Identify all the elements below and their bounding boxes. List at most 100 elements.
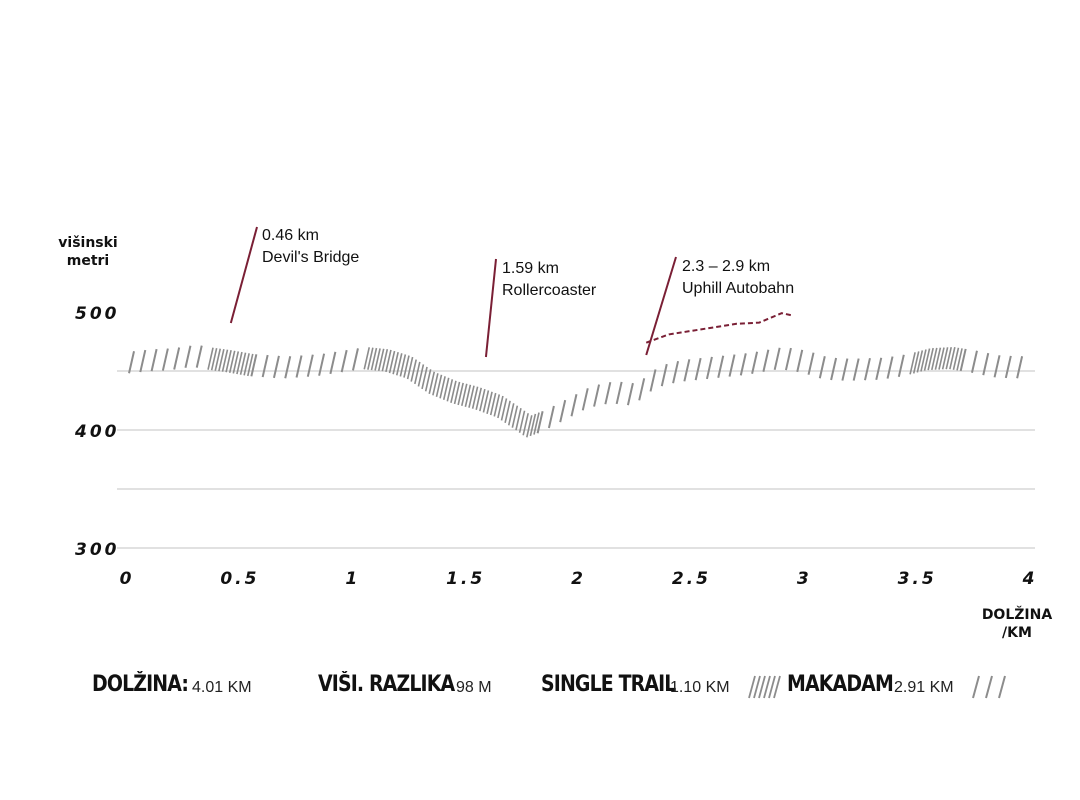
makadam-hatch	[272, 355, 280, 379]
x-tick-label: 4	[1022, 569, 1038, 589]
single-trail-hatch	[920, 349, 927, 372]
y-tick-label: 300	[75, 540, 120, 560]
makadam-hatch	[841, 358, 849, 381]
single-trail-hatch	[236, 351, 243, 375]
single-trail-hatch	[243, 353, 250, 376]
single-trail-hatch	[399, 354, 407, 377]
single-trail-hatch	[442, 377, 450, 401]
makadam-hatch	[593, 384, 601, 407]
x-tick-label: 2.5	[672, 569, 711, 589]
single-trail-hatch	[500, 398, 508, 421]
annotation-leader	[229, 226, 258, 324]
annotation-name: Uphill Autobahn	[682, 280, 794, 297]
annotation-leader	[645, 256, 677, 356]
makadam-hatch	[536, 411, 544, 434]
single-trail-hatch	[515, 408, 522, 431]
makadam-hatch	[570, 393, 578, 417]
annotation-distance: 0.46 km	[262, 227, 319, 244]
single-trail-hatch	[482, 390, 490, 413]
single-trail-hatch	[432, 373, 439, 396]
makadam-hatch	[649, 369, 657, 392]
single-trail-hatch	[385, 349, 392, 373]
single-trail-hatch	[938, 347, 945, 370]
x-tick-label: 0	[120, 569, 135, 589]
makadam-hatch	[993, 355, 1001, 378]
y-tick-label: 400	[74, 422, 120, 442]
makadam-hatch	[1004, 355, 1012, 379]
makadam-hatch	[581, 388, 589, 411]
single-trail-hatch	[497, 395, 504, 419]
single-trail-hatch	[504, 400, 511, 424]
makadam-hatch	[796, 349, 804, 373]
single-trail-hatch	[931, 347, 938, 371]
makadam-hatch	[139, 349, 147, 373]
single-trail-hatch	[475, 387, 482, 410]
single-trail-hatch	[424, 369, 432, 392]
single-trail-hatch	[489, 392, 497, 416]
single-trail-hatch	[923, 348, 931, 371]
single-trail-hatch	[446, 379, 454, 402]
x-tick-label: 3	[797, 569, 812, 589]
makadam-hatch	[184, 345, 192, 368]
makadam-hatch	[161, 348, 169, 371]
single-trail-hatch	[526, 415, 533, 438]
makadam-hatch	[959, 348, 967, 372]
makadam-hatch	[705, 356, 713, 380]
annotation-distance: 2.3 – 2.9 km	[682, 258, 770, 275]
makadam-swatch-icon	[972, 675, 1006, 699]
makadam-hatch	[559, 399, 567, 423]
elevation-chart: 0.46 km Devil's Bridge 1.59 km Rollercoaste…	[58, 226, 1052, 641]
makadam-hatch	[318, 353, 326, 376]
single-trail-hatch	[363, 347, 371, 370]
single-trail-hatch	[210, 348, 218, 371]
single-trail-value: 1.10 KM	[670, 679, 730, 696]
single-trail-hatch	[522, 413, 529, 436]
single-trail-hatch	[493, 394, 501, 417]
elevation-diff-value: 98 M	[456, 679, 492, 696]
x-tick-label: 1	[345, 569, 360, 589]
makadam-hatch	[875, 357, 883, 381]
makadam-hatch	[195, 345, 203, 368]
x-tick-label: 2	[571, 569, 586, 589]
x-tick-label: 0.5	[220, 569, 259, 589]
single-trail-hatch	[468, 385, 475, 408]
single-trail-hatch	[909, 352, 916, 375]
makadam-hatch	[547, 405, 555, 429]
makadam-hatch	[626, 382, 634, 406]
single-trail-hatch	[435, 374, 443, 397]
single-trail-hatch	[949, 347, 956, 370]
makadam-hatch	[683, 359, 691, 382]
single-trail-hatch	[395, 353, 403, 376]
makadam-hatch	[728, 354, 736, 377]
makadam-hatch	[128, 351, 135, 374]
single-trail-hatch	[507, 403, 515, 426]
makadam-hatch	[818, 356, 826, 379]
single-trail-hatch	[464, 384, 472, 407]
single-trail-hatch	[214, 348, 222, 371]
annotation-name: Devil's Bridge	[262, 249, 359, 266]
makadam-hatch	[660, 363, 668, 387]
makadam-hatch	[615, 381, 623, 405]
single-trail-hatch	[246, 353, 254, 377]
single-trail-hatch	[367, 347, 374, 370]
single-trail-hatch	[370, 347, 378, 371]
single-trail-hatch	[533, 412, 540, 435]
makadam-label: MAKADAM	[787, 672, 894, 697]
single-trail-hatch	[529, 413, 537, 437]
single-trail-hatch	[225, 350, 232, 373]
makadam-hatch	[739, 353, 747, 376]
single-trail-hatch	[421, 366, 428, 390]
makadam-hatch	[807, 352, 815, 375]
annotation-distance: 1.59 km	[502, 260, 559, 277]
single-trail-hatch	[207, 347, 214, 370]
makadam-hatch	[672, 360, 680, 384]
makadam-hatch	[830, 357, 838, 381]
makadam-hatch	[351, 348, 359, 371]
single-trail-hatch	[221, 349, 229, 372]
makadam-hatch	[295, 355, 303, 378]
single-trail-hatch	[403, 355, 410, 378]
makadam-hatch	[694, 357, 702, 381]
single-trail-hatch	[239, 352, 247, 375]
single-trail-hatch	[377, 348, 385, 371]
makadam-hatch	[970, 350, 978, 373]
